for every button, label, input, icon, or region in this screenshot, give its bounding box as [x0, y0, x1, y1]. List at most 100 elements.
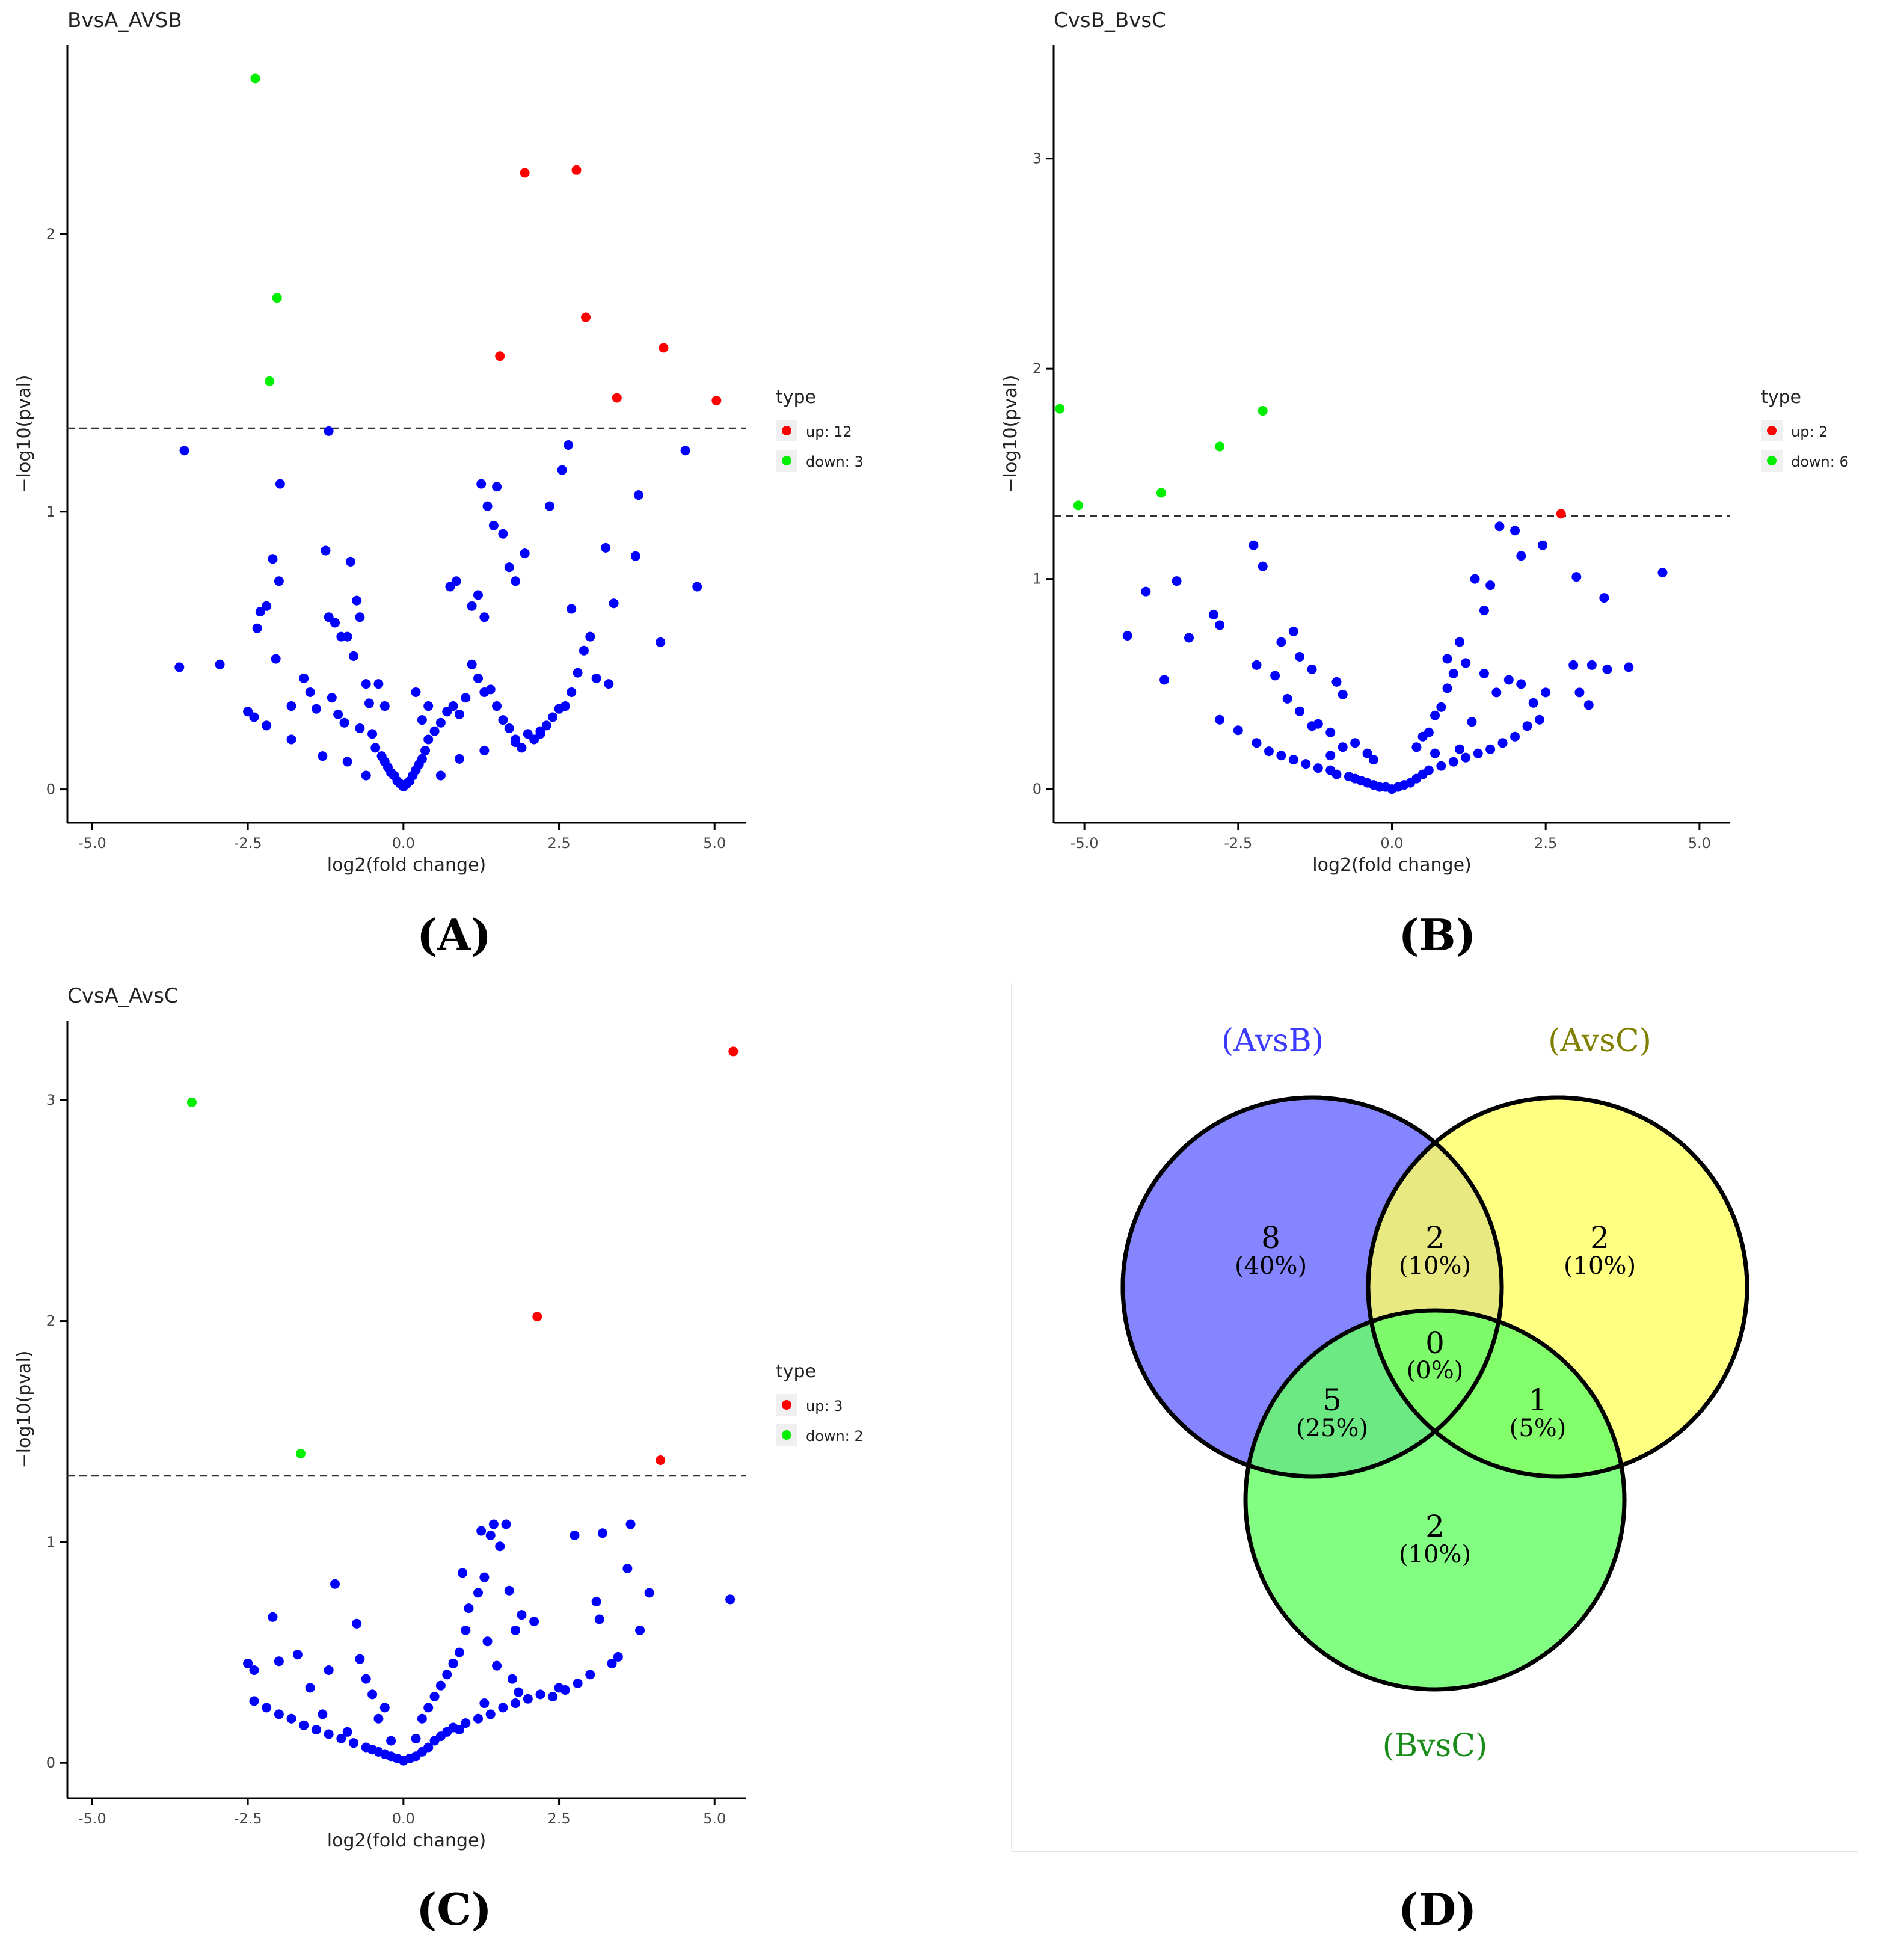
- data-point-other: [557, 465, 567, 475]
- x-axis-label: log2(fold change): [1312, 855, 1471, 876]
- legend-label: down: 2: [806, 1428, 864, 1445]
- data-point-other: [1368, 755, 1378, 765]
- data-point-other: [1448, 757, 1458, 767]
- x-tick-label: -5.0: [78, 835, 106, 852]
- data-point-other: [1491, 687, 1502, 698]
- data-point-other: [355, 1654, 365, 1664]
- data-point-other: [1276, 637, 1286, 647]
- data-point-down: [296, 1448, 306, 1458]
- data-point-other: [1461, 752, 1471, 763]
- data-point-other: [548, 1692, 558, 1702]
- data-point-up: [711, 396, 722, 406]
- data-point-other: [517, 743, 527, 753]
- venn-count-avsb-avsc: 2: [1425, 1220, 1445, 1255]
- data-point-other: [573, 668, 583, 678]
- data-point-other: [609, 598, 619, 609]
- data-point-other: [1338, 742, 1348, 752]
- data-point-other: [355, 723, 365, 733]
- data-point-other: [367, 729, 378, 739]
- data-point-other: [1362, 748, 1372, 758]
- data-point-other: [1494, 521, 1505, 532]
- data-point-other: [1574, 687, 1585, 698]
- x-tick-label: -2.5: [234, 1810, 262, 1827]
- legend-label: down: 6: [1791, 453, 1849, 470]
- data-point-other: [305, 687, 315, 697]
- data-point-other: [361, 770, 371, 781]
- volcano-plot-a: BvsA_AVSB -5.0 -2.5 0.0 2.5 5.0 0 1 2 log2(fold c…: [14, 8, 864, 876]
- data-point-other: [545, 501, 555, 511]
- data-point-other: [423, 734, 434, 745]
- data-point-other: [567, 604, 577, 614]
- data-point-other: [249, 1696, 259, 1706]
- data-point-other: [476, 479, 487, 489]
- data-point-other: [364, 698, 374, 708]
- x-tick-label: -2.5: [1224, 835, 1252, 852]
- data-point-other: [1497, 738, 1508, 748]
- venn-set-label-avsc: (AvsC): [1548, 1023, 1651, 1059]
- data-point-other: [1249, 540, 1259, 550]
- data-point-other: [379, 1703, 390, 1713]
- data-point-other: [417, 754, 427, 764]
- data-point-other: [570, 1530, 580, 1540]
- data-point-up: [728, 1046, 739, 1057]
- data-point-other: [423, 1703, 434, 1713]
- data-point-other: [1436, 702, 1446, 712]
- data-point-other: [601, 542, 611, 553]
- data-point-other: [386, 1736, 396, 1746]
- data-point-other: [579, 645, 589, 656]
- data-point-other: [268, 1612, 278, 1622]
- data-point-other: [520, 548, 530, 559]
- data-point-other: [1276, 751, 1286, 761]
- data-point-other: [321, 545, 331, 556]
- legend-marker: [1767, 426, 1777, 435]
- data-point-other: [482, 501, 493, 511]
- data-point-other: [274, 1709, 284, 1719]
- data-point-other: [1122, 630, 1132, 641]
- data-point-other: [479, 1572, 490, 1582]
- data-point-other: [179, 446, 189, 456]
- data-point-other: [630, 551, 640, 561]
- venn-diagram: (AvsB) (AvsC) (BvsC) 8 (40%) 2 (10%) 2 (…: [1011, 983, 1858, 1852]
- chart-title: BvsA_AVSB: [67, 8, 182, 32]
- data-point-other: [622, 1563, 633, 1573]
- data-point-other: [417, 715, 427, 725]
- data-point-other: [262, 601, 272, 611]
- data-point-other: [594, 1614, 604, 1624]
- data-point-up: [495, 351, 505, 361]
- y-tick-label: 0: [1033, 781, 1042, 797]
- venn-count-avsb-bvsc: 5: [1322, 1383, 1342, 1418]
- data-point-other: [523, 729, 533, 739]
- data-point-other: [625, 1519, 636, 1529]
- panel-label-c: (C): [416, 1884, 491, 1935]
- data-point-other: [318, 1709, 328, 1719]
- data-point-other: [1270, 671, 1280, 681]
- data-point-other: [1479, 606, 1489, 616]
- data-point-other: [361, 679, 371, 689]
- data-point-other: [336, 1733, 346, 1743]
- data-point-other: [1307, 664, 1317, 674]
- data-point-other: [464, 1603, 474, 1614]
- data-point-other: [1534, 714, 1544, 725]
- data-point-other: [585, 1670, 595, 1680]
- data-point-other: [725, 1594, 736, 1605]
- y-axis-label: −log10(pval): [14, 375, 35, 493]
- data-point-other: [324, 1665, 334, 1675]
- data-point-other: [492, 1660, 502, 1671]
- data-point-other: [511, 737, 521, 748]
- data-point-other: [535, 1689, 545, 1700]
- data-point-other: [435, 770, 446, 781]
- data-point-other: [327, 693, 337, 703]
- data-point-other: [373, 1713, 384, 1724]
- data-point-other: [417, 1713, 427, 1724]
- data-point-up: [612, 393, 622, 403]
- y-tick-label: 3: [46, 1092, 55, 1108]
- data-point-other: [476, 1526, 487, 1536]
- data-point-other: [607, 1658, 617, 1668]
- data-point-other: [514, 1687, 524, 1697]
- data-point-other: [299, 1720, 309, 1730]
- data-point-up: [581, 312, 591, 322]
- data-point-other: [445, 582, 455, 592]
- legend-label: up: 3: [806, 1398, 843, 1415]
- data-point-other: [423, 1742, 434, 1753]
- x-tick-label: 5.0: [703, 1810, 726, 1827]
